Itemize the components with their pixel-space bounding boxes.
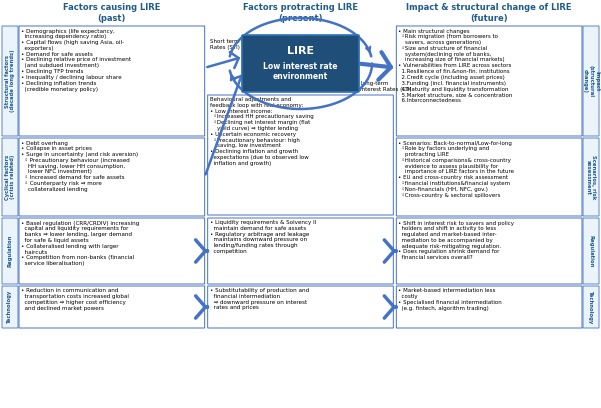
Text: Scenarios, risk
assessment: Scenarios, risk assessment bbox=[585, 155, 596, 199]
FancyBboxPatch shape bbox=[396, 218, 582, 284]
Text: Short term Interest
Rates (STI): Short term Interest Rates (STI) bbox=[210, 39, 262, 50]
Text: • Main structural changes
  ◦Risk migration (from borrowers to
    savers, acros: • Main structural changes ◦Risk migratio… bbox=[398, 29, 513, 103]
Text: • Market-based intermediation less
  costly
• Specialised financial intermediati: • Market-based intermediation less costl… bbox=[398, 288, 502, 311]
Text: Technology: Technology bbox=[588, 290, 594, 324]
FancyBboxPatch shape bbox=[396, 286, 582, 328]
Text: Impact
(structural
change): Impact (structural change) bbox=[583, 65, 599, 97]
FancyBboxPatch shape bbox=[208, 218, 393, 284]
FancyBboxPatch shape bbox=[19, 26, 205, 136]
FancyBboxPatch shape bbox=[208, 95, 393, 215]
FancyBboxPatch shape bbox=[583, 138, 599, 216]
Text: • Shift in interest risk to savers and policy
  holders and shift in activity to: • Shift in interest risk to savers and p… bbox=[398, 220, 514, 260]
Text: Technology: Technology bbox=[7, 290, 13, 324]
Text: Structural factors
(decade long trends): Structural factors (decade long trends) bbox=[5, 50, 16, 112]
Text: • Liquidity requirements & Solvency II
  maintain demand for safe assets
• Regul: • Liquidity requirements & Solvency II m… bbox=[210, 220, 316, 254]
Text: Factors protracting LIRE
(present): Factors protracting LIRE (present) bbox=[243, 3, 358, 23]
FancyBboxPatch shape bbox=[19, 138, 205, 216]
FancyBboxPatch shape bbox=[208, 286, 393, 328]
FancyBboxPatch shape bbox=[396, 138, 582, 216]
Text: Impact & structural change of LIRE
(future): Impact & structural change of LIRE (futu… bbox=[406, 3, 572, 23]
FancyBboxPatch shape bbox=[2, 218, 18, 284]
Text: • Reduction in communication and
  transportation costs increased global
  compe: • Reduction in communication and transpo… bbox=[21, 288, 129, 311]
Text: • Substitutability of production and
  financial intermediation
  ⇒ downward pre: • Substitutability of production and fin… bbox=[210, 288, 309, 310]
Text: • Basel regulation (CRR/CRDIV) increasing
  capital and liquidity requirements f: • Basel regulation (CRR/CRDIV) increasin… bbox=[21, 220, 139, 266]
FancyBboxPatch shape bbox=[19, 286, 205, 328]
FancyBboxPatch shape bbox=[2, 138, 18, 216]
Text: LIRE: LIRE bbox=[287, 47, 314, 56]
FancyBboxPatch shape bbox=[2, 26, 18, 136]
Text: Cyclical factors
(crisis related): Cyclical factors (crisis related) bbox=[5, 154, 16, 200]
Text: Regulation: Regulation bbox=[588, 235, 594, 267]
FancyBboxPatch shape bbox=[583, 26, 599, 136]
FancyBboxPatch shape bbox=[396, 26, 582, 136]
Text: • Demographics (life expectancy,
  increasing dependency ratio)
• Capital flows : • Demographics (life expectancy, increas… bbox=[21, 29, 131, 91]
FancyBboxPatch shape bbox=[583, 286, 599, 328]
FancyBboxPatch shape bbox=[19, 218, 205, 284]
Text: • Scenarios: Back-to-normal/Low-for-long
  ◦Role by factors underlying and
    p: • Scenarios: Back-to-normal/Low-for-long… bbox=[398, 140, 514, 198]
FancyBboxPatch shape bbox=[242, 35, 359, 92]
Text: Long-term
Interest Rates (LTI): Long-term Interest Rates (LTI) bbox=[360, 81, 412, 92]
Text: Behavioural adjustments and
feedback loop with real economy:
• Low interest inco: Behavioural adjustments and feedback loo… bbox=[210, 97, 313, 166]
FancyBboxPatch shape bbox=[2, 286, 18, 328]
Text: Factors causing LIRE
(past): Factors causing LIRE (past) bbox=[63, 3, 160, 23]
Text: Regulation: Regulation bbox=[7, 235, 13, 267]
FancyBboxPatch shape bbox=[583, 218, 599, 284]
Text: Low interest rate
environment: Low interest rate environment bbox=[263, 62, 338, 82]
Text: • Debt overhang
• Collapse in asset prices
• Surge in uncertainty (and risk aver: • Debt overhang • Collapse in asset pric… bbox=[21, 140, 138, 192]
